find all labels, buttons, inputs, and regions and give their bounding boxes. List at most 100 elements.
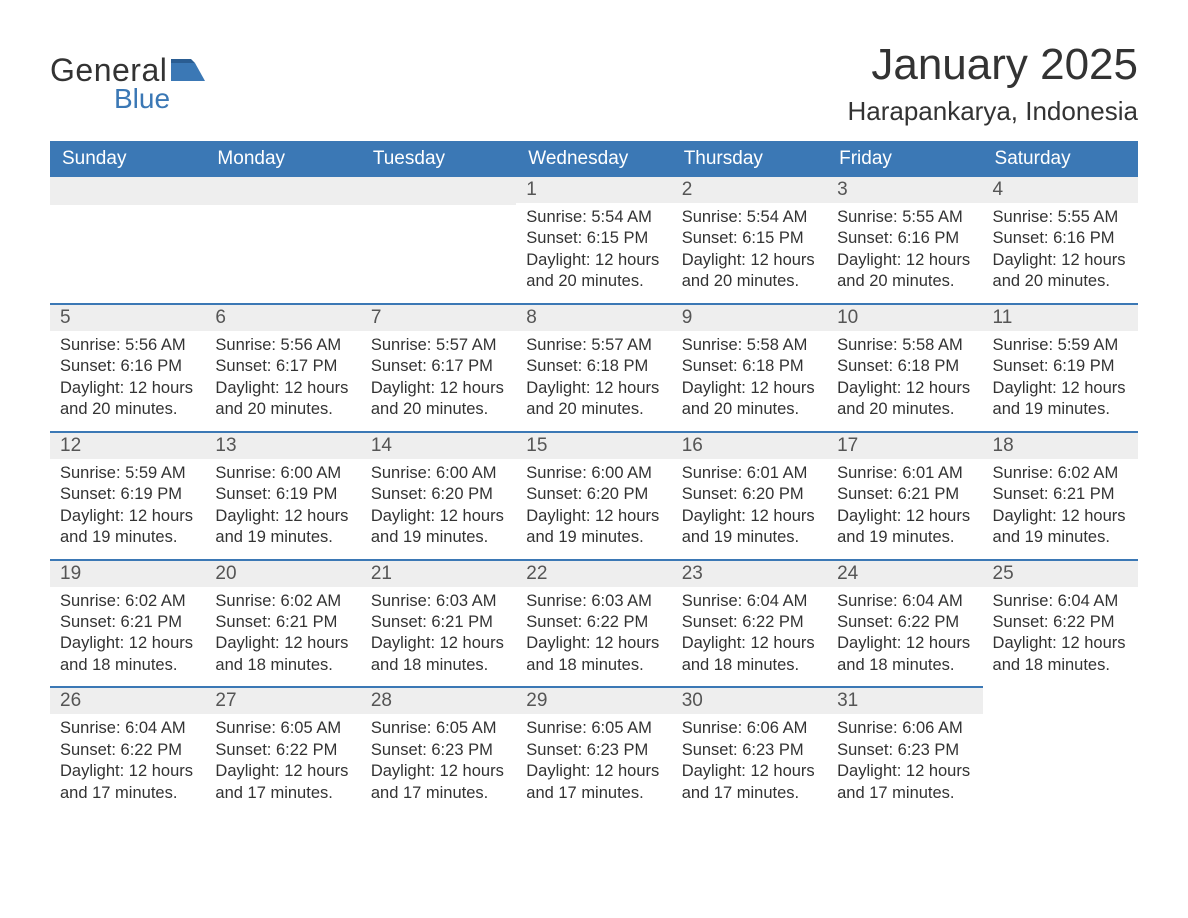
day-number: 2 <box>672 177 827 203</box>
day-cell: 21Sunrise: 6:03 AMSunset: 6:21 PMDayligh… <box>361 559 516 687</box>
daylight-text: Daylight: 12 hours and 18 minutes. <box>837 633 972 676</box>
daylight-text: Daylight: 12 hours and 17 minutes. <box>526 761 661 804</box>
sunrise-text: Sunrise: 6:04 AM <box>993 591 1128 612</box>
sunrise-text: Sunrise: 6:02 AM <box>993 463 1128 484</box>
day-cell: 19Sunrise: 6:02 AMSunset: 6:21 PMDayligh… <box>50 559 205 687</box>
daylight-text: Daylight: 12 hours and 19 minutes. <box>682 506 817 549</box>
sunset-text: Sunset: 6:22 PM <box>682 612 817 633</box>
day-body: Sunrise: 5:59 AMSunset: 6:19 PMDaylight:… <box>983 331 1138 431</box>
daylight-text: Daylight: 12 hours and 19 minutes. <box>526 506 661 549</box>
week-row: 12Sunrise: 5:59 AMSunset: 6:19 PMDayligh… <box>50 431 1138 559</box>
sunrise-text: Sunrise: 5:56 AM <box>215 335 350 356</box>
week-row: 1Sunrise: 5:54 AMSunset: 6:15 PMDaylight… <box>50 177 1138 303</box>
day-body: Sunrise: 6:00 AMSunset: 6:19 PMDaylight:… <box>205 459 360 559</box>
sunrise-text: Sunrise: 6:03 AM <box>526 591 661 612</box>
day-body: Sunrise: 6:05 AMSunset: 6:23 PMDaylight:… <box>516 714 671 814</box>
day-body: Sunrise: 6:06 AMSunset: 6:23 PMDaylight:… <box>827 714 982 814</box>
day-cell: 30Sunrise: 6:06 AMSunset: 6:23 PMDayligh… <box>672 686 827 814</box>
weekday-header: Saturday <box>983 141 1138 177</box>
day-number: 25 <box>983 559 1138 587</box>
sunrise-text: Sunrise: 6:05 AM <box>526 718 661 739</box>
daylight-text: Daylight: 12 hours and 20 minutes. <box>682 250 817 293</box>
day-number: 19 <box>50 559 205 587</box>
day-cell: 8Sunrise: 5:57 AMSunset: 6:18 PMDaylight… <box>516 303 671 431</box>
day-body: Sunrise: 6:02 AMSunset: 6:21 PMDaylight:… <box>205 587 360 687</box>
day-number: 28 <box>361 686 516 714</box>
day-cell: 10 Sunrise: 5:58 AMSunset: 6:18 PMDayligh… <box>827 303 982 431</box>
sunrise-text: Sunrise: 5:59 AM <box>60 463 195 484</box>
week-row: 5Sunrise: 5:56 AMSunset: 6:16 PMDaylight… <box>50 303 1138 431</box>
day-cell: 20Sunrise: 6:02 AMSunset: 6:21 PMDayligh… <box>205 559 360 687</box>
daylight-text: Daylight: 12 hours and 20 minutes. <box>371 378 506 421</box>
sunset-text: Sunset: 6:15 PM <box>682 228 817 249</box>
day-body: Sunrise: 5:56 AMSunset: 6:17 PMDaylight:… <box>205 331 360 431</box>
day-body: Sunrise: 6:01 AMSunset: 6:20 PMDaylight:… <box>672 459 827 559</box>
sunset-text: Sunset: 6:21 PM <box>837 484 972 505</box>
day-body: Sunrise: 5:57 AMSunset: 6:18 PMDaylight:… <box>516 331 671 431</box>
day-body: Sunrise: 6:04 AMSunset: 6:22 PMDaylight:… <box>50 714 205 814</box>
sunset-text: Sunset: 6:18 PM <box>837 356 972 377</box>
day-number: 27 <box>205 686 360 714</box>
weekday-header: Tuesday <box>361 141 516 177</box>
page-header: General Blue January 2025 Harapankarya, … <box>50 40 1138 127</box>
day-number: 9 <box>672 303 827 331</box>
day-body: Sunrise: 5:54 AMSunset: 6:15 PMDaylight:… <box>516 203 671 303</box>
day-cell: 1Sunrise: 5:54 AMSunset: 6:15 PMDaylight… <box>516 177 671 303</box>
day-cell: 14Sunrise: 6:00 AMSunset: 6:20 PMDayligh… <box>361 431 516 559</box>
empty-day-bar <box>50 177 205 205</box>
day-body: Sunrise: 6:04 AMSunset: 6:22 PMDaylight:… <box>672 587 827 687</box>
day-body: Sunrise: 6:03 AMSunset: 6:21 PMDaylight:… <box>361 587 516 687</box>
daylight-text: Daylight: 12 hours and 19 minutes. <box>371 506 506 549</box>
day-number: 13 <box>205 431 360 459</box>
sunset-text: Sunset: 6:21 PM <box>371 612 506 633</box>
sunset-text: Sunset: 6:22 PM <box>215 740 350 761</box>
day-body: Sunrise: 5:59 AMSunset: 6:19 PMDaylight:… <box>50 459 205 559</box>
daylight-text: Daylight: 12 hours and 20 minutes. <box>837 378 972 421</box>
daylight-text: Daylight: 12 hours and 19 minutes. <box>60 506 195 549</box>
weekday-header: Monday <box>205 141 360 177</box>
flag-icon <box>171 59 205 86</box>
sunset-text: Sunset: 6:21 PM <box>60 612 195 633</box>
daylight-text: Daylight: 12 hours and 18 minutes. <box>60 633 195 676</box>
day-number: 14 <box>361 431 516 459</box>
sunset-text: Sunset: 6:22 PM <box>60 740 195 761</box>
sunrise-text: Sunrise: 6:04 AM <box>837 591 972 612</box>
day-cell: 29Sunrise: 6:05 AMSunset: 6:23 PMDayligh… <box>516 686 671 814</box>
day-body: Sunrise: 6:05 AMSunset: 6:22 PMDaylight:… <box>205 714 360 814</box>
sunrise-text: Sunrise: 6:05 AM <box>371 718 506 739</box>
logo: General Blue <box>50 40 205 115</box>
daylight-text: Daylight: 12 hours and 19 minutes. <box>215 506 350 549</box>
daylight-text: Daylight: 12 hours and 19 minutes. <box>993 506 1128 549</box>
daylight-text: Daylight: 12 hours and 18 minutes. <box>993 633 1128 676</box>
sunrise-text: Sunrise: 5:58 AM <box>837 335 972 356</box>
sunset-text: Sunset: 6:17 PM <box>371 356 506 377</box>
day-cell: 9Sunrise: 5:58 AMSunset: 6:18 PMDaylight… <box>672 303 827 431</box>
daylight-text: Daylight: 12 hours and 20 minutes. <box>837 250 972 293</box>
sunrise-text: Sunrise: 6:00 AM <box>215 463 350 484</box>
sunrise-text: Sunrise: 6:02 AM <box>215 591 350 612</box>
daylight-text: Daylight: 12 hours and 18 minutes. <box>215 633 350 676</box>
sunrise-text: Sunrise: 6:03 AM <box>371 591 506 612</box>
day-body: Sunrise: 5:55 AMSunset: 6:16 PMDaylight:… <box>827 203 982 303</box>
day-number: 24 <box>827 559 982 587</box>
day-cell: 12Sunrise: 5:59 AMSunset: 6:19 PMDayligh… <box>50 431 205 559</box>
day-number: 10 <box>827 303 982 331</box>
day-cell: 6Sunrise: 5:56 AMSunset: 6:17 PMDaylight… <box>205 303 360 431</box>
daylight-text: Daylight: 12 hours and 20 minutes. <box>215 378 350 421</box>
sunset-text: Sunset: 6:15 PM <box>526 228 661 249</box>
sunset-text: Sunset: 6:23 PM <box>837 740 972 761</box>
day-cell: 24Sunrise: 6:04 AMSunset: 6:22 PMDayligh… <box>827 559 982 687</box>
day-number: 8 <box>516 303 671 331</box>
month-title: January 2025 <box>847 40 1138 90</box>
sunset-text: Sunset: 6:20 PM <box>682 484 817 505</box>
weekday-header: Wednesday <box>516 141 671 177</box>
sunrise-text: Sunrise: 6:06 AM <box>837 718 972 739</box>
day-cell: 16Sunrise: 6:01 AMSunset: 6:20 PMDayligh… <box>672 431 827 559</box>
day-cell: 28Sunrise: 6:05 AMSunset: 6:23 PMDayligh… <box>361 686 516 814</box>
title-block: January 2025 Harapankarya, Indonesia <box>847 40 1138 127</box>
day-body: Sunrise: 6:00 AMSunset: 6:20 PMDaylight:… <box>361 459 516 559</box>
day-number: 20 <box>205 559 360 587</box>
day-number: 22 <box>516 559 671 587</box>
daylight-text: Daylight: 12 hours and 17 minutes. <box>60 761 195 804</box>
day-body: Sunrise: 5:57 AMSunset: 6:17 PMDaylight:… <box>361 331 516 431</box>
